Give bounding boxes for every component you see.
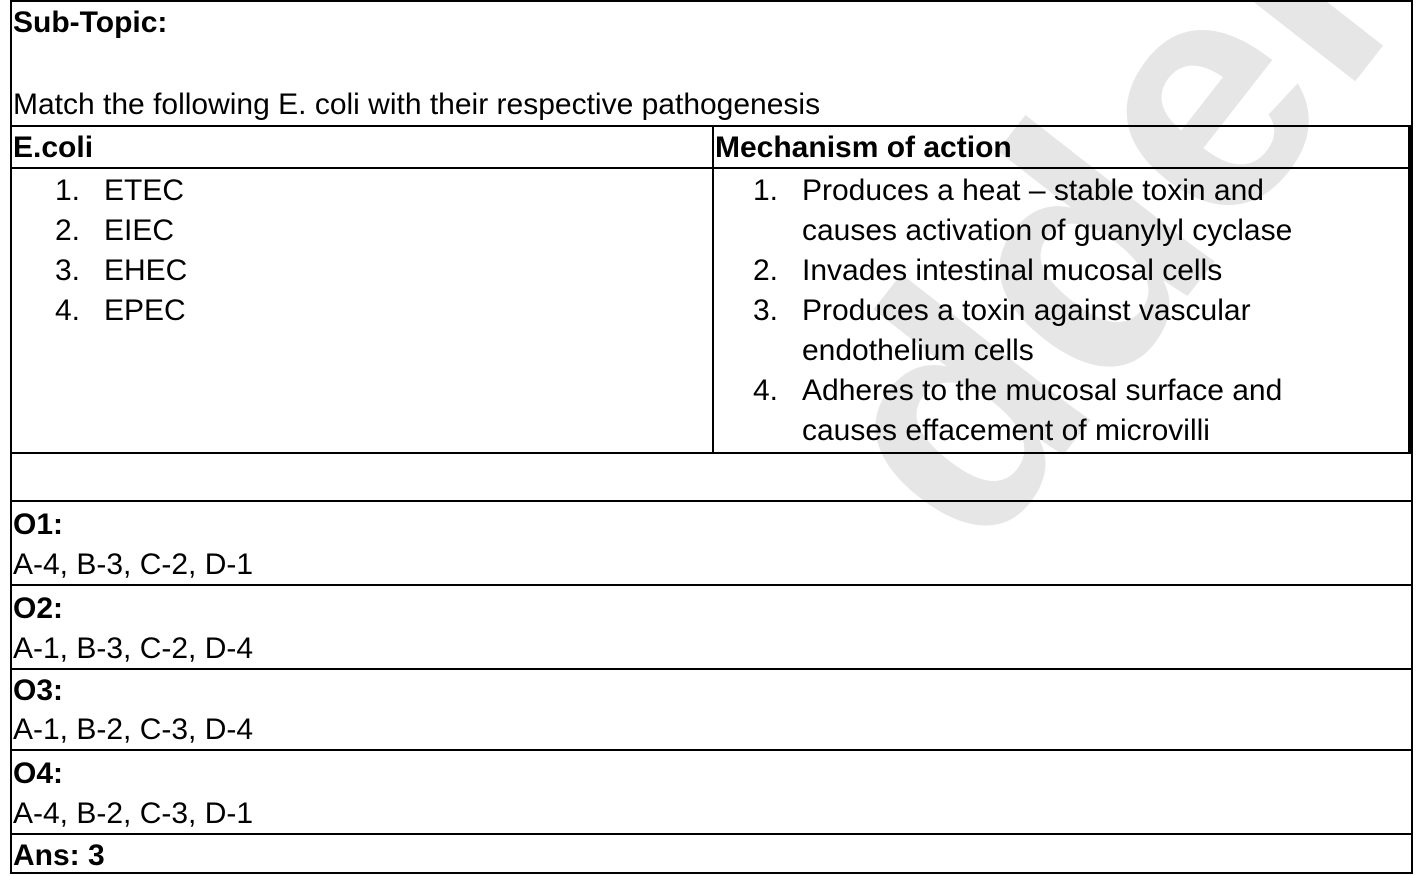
mechanism-line: endothelium cells: [802, 334, 1034, 367]
mechanism-line: Invades intestinal mucosal cells: [802, 254, 1223, 287]
ecoli-list-cell: 1. ETEC 2. EIEC 3. EHEC 4. EPEC: [12, 169, 714, 452]
right-header-cell: Mechanism of action: [714, 127, 1411, 167]
matching-body-row: 1. ETEC 2. EIEC 3. EHEC 4. EPEC 1. Produ…: [12, 169, 1411, 454]
column-header-row: E.coli Mechanism of action: [12, 127, 1411, 169]
right-column-header: Mechanism of action: [715, 131, 1012, 164]
mechanism-line: Produces a toxin against vascular: [802, 294, 1251, 327]
option-row-3: O3: A-1, B-2, C-3, D-4: [12, 670, 1411, 751]
option-label: O3:: [13, 674, 64, 707]
ecoli-name: ETEC: [104, 174, 185, 207]
mechanism-line: Adheres to the mucosal surface and: [802, 374, 1283, 407]
list-number: 4.: [752, 374, 778, 407]
list-number: 2.: [752, 254, 778, 287]
sub-topic-label: Sub-Topic:: [13, 6, 168, 39]
option-value: A-4, B-2, C-3, D-1: [13, 797, 254, 830]
answer-row: Ans: 3: [12, 835, 1411, 874]
ecoli-name: EPEC: [104, 294, 186, 327]
list-number: 1.: [54, 174, 80, 207]
list-number: 3.: [54, 254, 80, 287]
mechanism-list-cell: 1. Produces a heat – stable toxin and ca…: [714, 169, 1411, 452]
sub-topic-row: Sub-Topic: Match the following E. coli w…: [12, 2, 1411, 127]
blank-row: [12, 454, 1411, 502]
option-label: O2:: [13, 592, 64, 625]
answer-text: Ans: 3: [13, 839, 105, 872]
option-value: A-1, B-3, C-2, D-4: [13, 632, 254, 665]
ecoli-name: EHEC: [104, 254, 188, 287]
option-row-2: O2: A-1, B-3, C-2, D-4: [12, 586, 1411, 670]
option-row-1: O1: A-4, B-3, C-2, D-1: [12, 502, 1411, 586]
left-header-cell: E.coli: [12, 127, 714, 167]
list-number: 4.: [54, 294, 80, 327]
option-value: A-4, B-3, C-2, D-1: [13, 548, 254, 581]
list-number: 2.: [54, 214, 80, 247]
option-label: O1:: [13, 508, 64, 541]
mechanism-line: Produces a heat – stable toxin and: [802, 174, 1264, 207]
mechanism-line: causes activation of guanylyl cyclase: [802, 214, 1293, 247]
mechanism-line: causes effacement of microvilli: [802, 414, 1210, 447]
ecoli-name: EIEC: [104, 214, 175, 247]
list-number: 3.: [752, 294, 778, 327]
question-sheet: Sub-Topic: Match the following E. coli w…: [10, 0, 1413, 874]
left-column-header: E.coli: [13, 131, 94, 164]
list-number: 1.: [752, 174, 778, 207]
option-value: A-1, B-2, C-3, D-4: [13, 713, 254, 746]
question-text: Match the following E. coli with their r…: [13, 88, 821, 121]
option-label: O4:: [13, 757, 64, 790]
option-row-4: O4: A-4, B-2, C-3, D-1: [12, 751, 1411, 835]
